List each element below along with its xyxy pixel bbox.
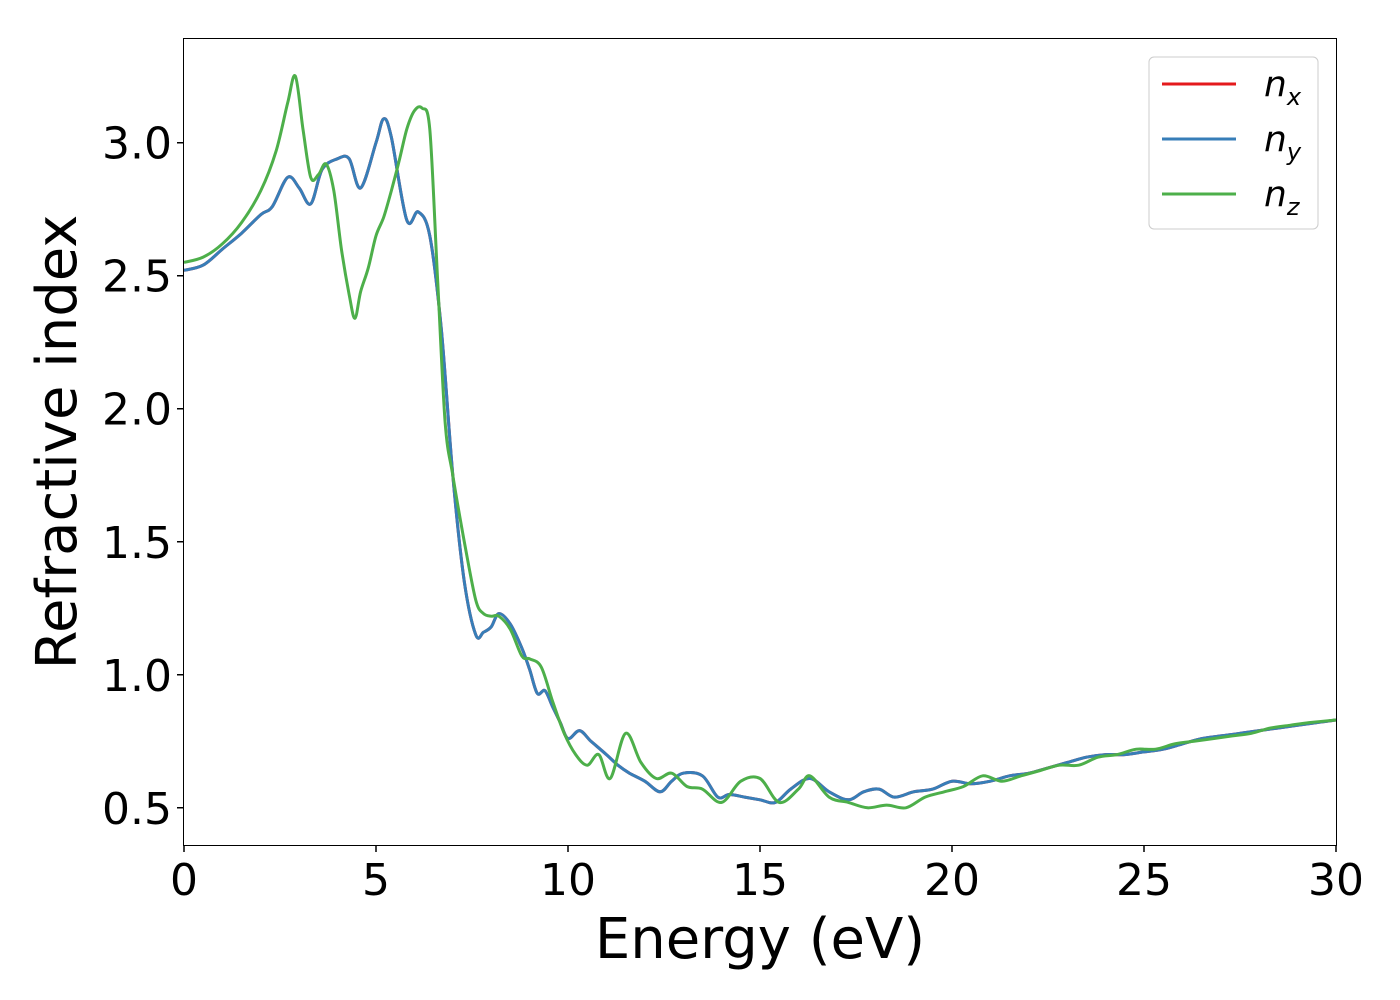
legend-label-ny: ny <box>1264 119 1302 166</box>
y-axis-label: Refractive index <box>25 215 90 670</box>
x-axis-label: Energy (eV) <box>595 907 925 972</box>
legend-label-nx: nx <box>1264 64 1302 111</box>
x-axis: 0 5 10 15 20 25 30 <box>170 845 1364 906</box>
y-tick-label: 0.5 <box>102 784 172 835</box>
series-layer <box>183 74 1337 810</box>
legend-box <box>1148 56 1319 230</box>
x-tick-label: 20 <box>924 855 980 906</box>
x-tick-label: 15 <box>732 855 788 906</box>
x-tick-label: 5 <box>362 855 390 906</box>
x-tick-label: 10 <box>540 855 596 906</box>
y-axis: 0.5 1.0 1.5 2.0 2.5 3.0 <box>102 119 184 835</box>
x-tick-label: 0 <box>170 855 198 906</box>
y-tick-label: 1.5 <box>102 518 172 569</box>
legend: nx ny nz <box>1148 56 1319 230</box>
series-line-nz <box>183 74 1337 810</box>
y-tick-label: 3.0 <box>102 119 172 170</box>
legend-label-nz: nz <box>1264 174 1301 221</box>
x-tick-label: 30 <box>1308 855 1364 906</box>
series-line-ny <box>183 117 1337 805</box>
y-tick-label: 2.5 <box>102 252 172 303</box>
x-tick-label: 25 <box>1116 855 1172 906</box>
y-tick-label: 1.0 <box>102 651 172 702</box>
y-tick-label: 2.0 <box>102 385 172 436</box>
